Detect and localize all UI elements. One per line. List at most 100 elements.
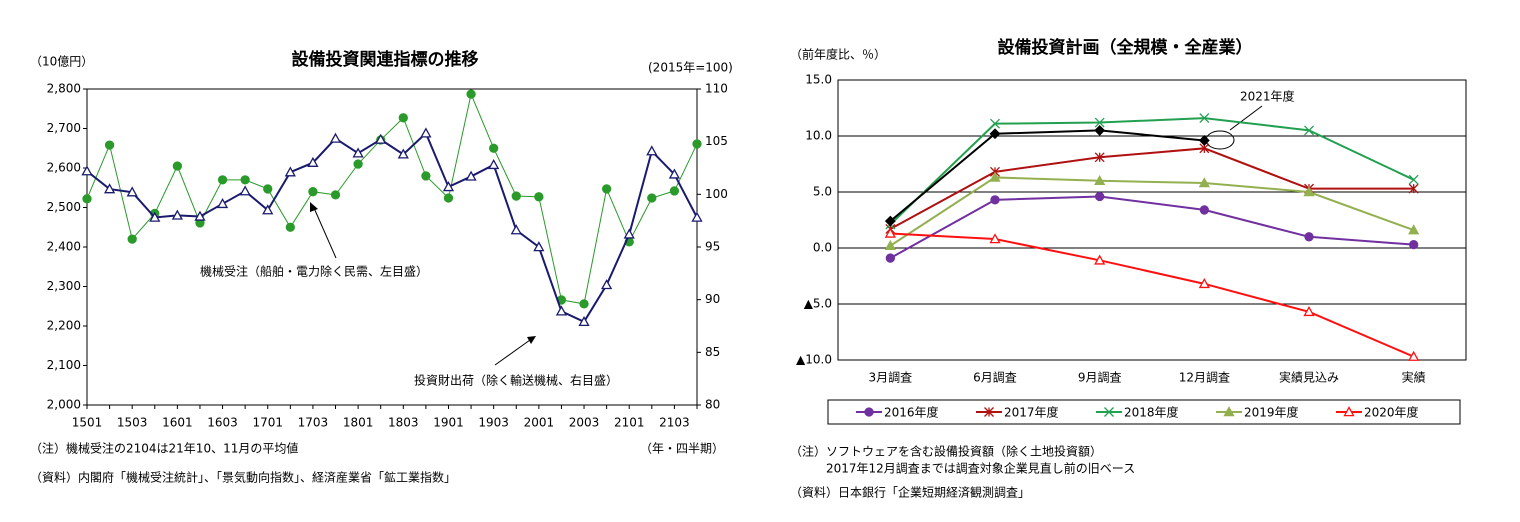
arrow [1229, 105, 1263, 131]
x-tick-label: 1603 [207, 416, 238, 430]
y-tick-label: 2,700 [47, 121, 81, 135]
y2-tick-label: 80 [705, 398, 720, 412]
point [330, 190, 341, 200]
point [1408, 350, 1420, 361]
point [194, 210, 206, 221]
point [533, 241, 545, 252]
x-tick-label: 実績見込み [1279, 370, 1339, 385]
point [1408, 183, 1419, 194]
point [1304, 232, 1314, 242]
point [601, 279, 613, 290]
point [1094, 117, 1105, 128]
x-tick-label: 1601 [162, 416, 193, 430]
point [353, 159, 363, 169]
arrow [313, 207, 337, 259]
y2-tick-label: 90 [705, 292, 720, 306]
point [263, 184, 273, 194]
point [646, 145, 658, 156]
point [1409, 239, 1419, 250]
point [217, 175, 228, 185]
y-tick-label: 2,600 [47, 161, 81, 175]
legend-label: 2018年度 [1124, 405, 1179, 420]
point [171, 209, 183, 220]
y-tick-label: 5.0 [813, 185, 832, 199]
point [1303, 186, 1315, 197]
series-line [889, 147, 1414, 230]
point [647, 193, 657, 203]
plot-area [837, 79, 1467, 361]
y-tick-label: ▲5.0 [804, 297, 832, 311]
point [1223, 406, 1235, 417]
y-tick-label: 2,300 [47, 279, 81, 293]
point [216, 197, 229, 209]
point [443, 193, 454, 203]
arrowhead [527, 336, 536, 344]
y2-tick-label: 100 [705, 187, 728, 201]
arrowhead [310, 202, 318, 212]
x-tick-label: 1503 [117, 416, 148, 430]
legend-label: 2016年度 [884, 405, 939, 420]
point [284, 166, 296, 177]
point [691, 211, 703, 222]
note: （資料）日本銀行「企業短期経済観測調査」 [790, 485, 1030, 500]
legend-label: 2020年度 [1364, 405, 1419, 420]
point [623, 228, 635, 239]
point [1408, 174, 1419, 185]
x-tick-label: 2101 [614, 416, 645, 430]
y-tick-label: 2,100 [47, 358, 81, 372]
annotation: 機械受注（船舶・電力除く民需、左目盛） [200, 264, 428, 279]
arrow [494, 339, 531, 366]
highlight-ellipse [1205, 130, 1235, 150]
y-tick-label: 2,400 [47, 240, 81, 254]
chart-title: 設備投資計画（全規模・全産業） [998, 37, 1253, 58]
note: 2017年12月調査までは調査対象企業見直し前の旧ベース [826, 461, 1135, 476]
x-tick-label: 2103 [659, 416, 690, 430]
point [1343, 406, 1355, 417]
y-unit: （10億円） [30, 55, 93, 69]
point [126, 186, 138, 197]
point [579, 299, 589, 309]
x-tick-label: 実績 [1402, 370, 1426, 385]
y-tick-label: 2,200 [47, 319, 81, 333]
point [149, 211, 161, 222]
series-line [86, 131, 698, 324]
y-tick-label: 15.0 [805, 73, 832, 87]
point [601, 184, 612, 194]
point [989, 128, 1001, 140]
point [489, 143, 499, 153]
x-tick-label: 2003 [569, 416, 600, 430]
point [240, 175, 250, 185]
x-tick-label: 1903 [478, 416, 509, 430]
y-tick-label: 0.0 [813, 241, 832, 255]
point [421, 171, 431, 181]
chart-title: 設備投資関連指標の推移 [292, 49, 479, 70]
point [511, 191, 521, 201]
point [307, 156, 319, 167]
point [990, 195, 1000, 205]
point [442, 181, 455, 192]
point [1198, 278, 1210, 289]
series-line [889, 129, 1205, 222]
point [1094, 174, 1106, 186]
x-tick-label: 9月調査 [1078, 371, 1122, 385]
x-tick-label: 1801 [343, 416, 374, 430]
plot-area [86, 88, 698, 406]
point [81, 165, 93, 176]
legend-label: 2017年度 [1004, 405, 1059, 420]
x-tick-label: 1501 [72, 416, 103, 430]
point [1198, 177, 1210, 188]
point [984, 407, 994, 417]
point [329, 132, 342, 143]
x-tick-label: 1701 [252, 416, 283, 430]
series-line [889, 195, 1414, 259]
series-line [890, 232, 1415, 358]
point [990, 118, 1000, 129]
series-line [889, 117, 1415, 226]
point [692, 139, 702, 149]
point [668, 168, 681, 179]
point [884, 227, 896, 238]
point [1199, 113, 1210, 124]
point [884, 215, 896, 227]
x-tick-label: 6月調査 [973, 371, 1017, 385]
